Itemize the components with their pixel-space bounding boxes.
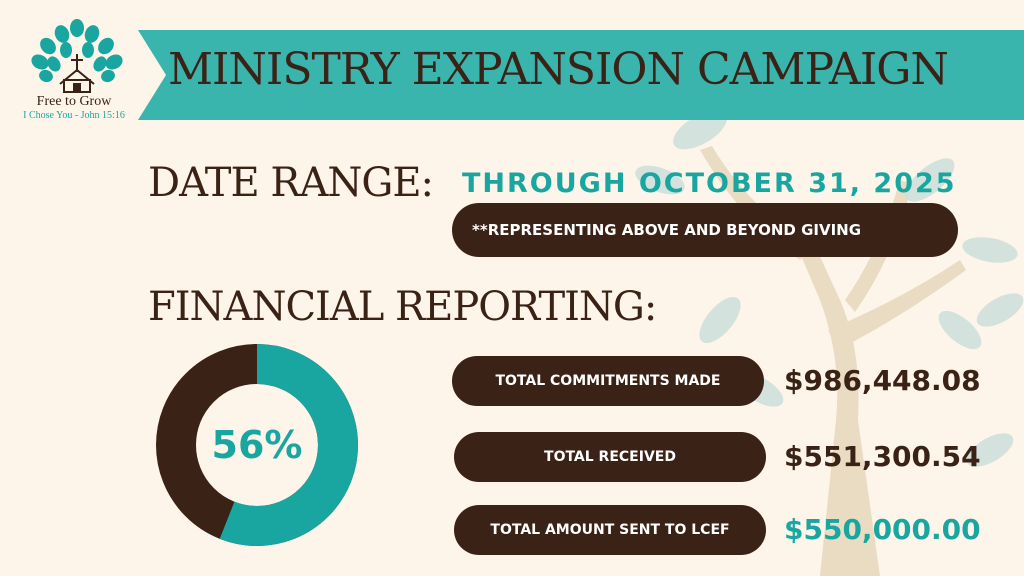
logo-verse: I Chose You - John 15:16 — [23, 110, 125, 121]
title-banner — [138, 30, 1024, 120]
date-range-label: DATE RANGE: — [148, 160, 434, 206]
tree-cross-logo-icon — [31, 19, 123, 93]
donut-percent-label: 56% — [212, 423, 303, 467]
note-pill — [452, 203, 958, 257]
received-label: TOTAL RECEIVED — [544, 449, 676, 465]
note-text: **REPRESENTING ABOVE AND BEYOND GIVING — [472, 221, 862, 239]
sent-to-lcef-amount: $550,000.00 — [784, 513, 981, 546]
sent-to-lcef-pill: TOTAL AMOUNT SENT TO LCEF — [454, 505, 766, 555]
sent-to-lcef-label: TOTAL AMOUNT SENT TO LCEF — [490, 522, 730, 538]
logo-name: Free to Grow — [36, 94, 112, 109]
progress-donut: 56% — [156, 344, 358, 546]
donut-progress-arc — [156, 344, 358, 546]
commitments-amount: $986,448.08 — [784, 364, 981, 397]
date-range-value: THROUGH OCTOBER 31, 2025 — [462, 168, 957, 199]
commitments-label: TOTAL COMMITMENTS MADE — [495, 373, 721, 389]
received-amount: $551,300.54 — [784, 440, 981, 473]
commitments-pill: TOTAL COMMITMENTS MADE — [452, 356, 764, 406]
page-title: MINISTRY EXPANSION CAMPAIGN — [168, 44, 949, 95]
received-pill: TOTAL RECEIVED — [454, 432, 766, 482]
financial-reporting-label: FINANCIAL REPORTING: — [148, 284, 657, 330]
